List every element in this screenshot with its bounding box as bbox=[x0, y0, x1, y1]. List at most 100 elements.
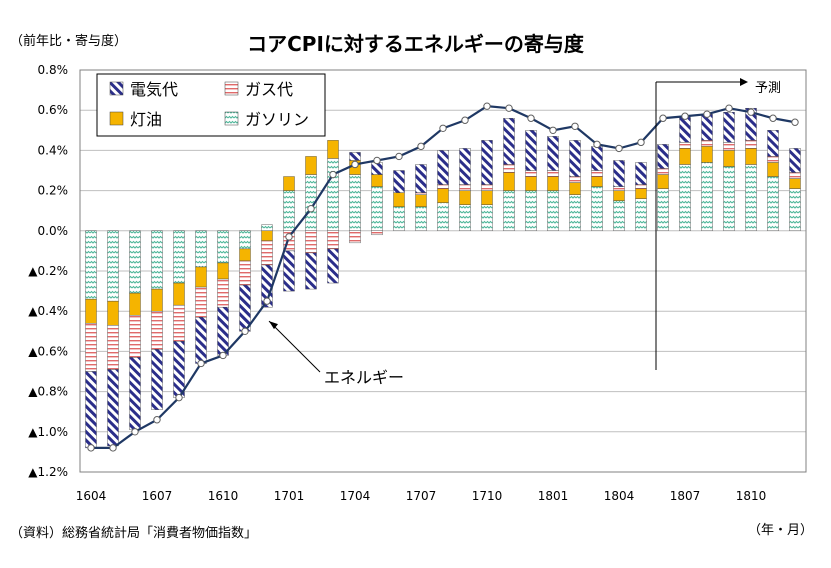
y-tick-label: ▲0.2% bbox=[28, 264, 68, 278]
energy-point-1703 bbox=[329, 170, 337, 179]
energy-point-1704 bbox=[351, 160, 359, 169]
bar-denki-1812 bbox=[789, 148, 801, 173]
bar-gasoline-1706 bbox=[393, 206, 405, 231]
bar-denki-1802 bbox=[569, 140, 581, 177]
bar-toyu-1711 bbox=[503, 172, 515, 191]
bar-toyu-1712 bbox=[525, 176, 537, 191]
energy-line-label: エネルギー bbox=[324, 368, 404, 387]
bar-denki-1806 bbox=[657, 144, 669, 169]
energy-point-1806 bbox=[659, 114, 667, 122]
bar-gasoline-1710 bbox=[481, 204, 493, 231]
bar-toyu-1806 bbox=[657, 174, 669, 189]
bar-toyu-1810 bbox=[745, 148, 757, 165]
energy-point-1609 bbox=[197, 359, 205, 368]
energy-line bbox=[87, 102, 799, 452]
energy-point-1611 bbox=[241, 327, 249, 335]
bar-toyu-1708 bbox=[437, 188, 449, 203]
bar-denki-1704 bbox=[349, 152, 361, 161]
legend-swatch-denki bbox=[109, 81, 124, 96]
energy-point-1710 bbox=[483, 102, 491, 110]
energy-point-1608 bbox=[175, 393, 183, 402]
bar-gas-1611 bbox=[239, 260, 251, 286]
energy-point-1604 bbox=[87, 444, 95, 452]
bar-gas-1708 bbox=[437, 184, 449, 189]
bar-denki-1711 bbox=[503, 118, 515, 165]
energy-pointer bbox=[268, 320, 321, 373]
bar-gasoline-1612 bbox=[261, 224, 273, 232]
y-tick-label: 0.6% bbox=[38, 103, 69, 117]
energy-point-1708 bbox=[439, 124, 447, 132]
bar-denki-1712 bbox=[525, 130, 537, 171]
bar-gasoline-1705 bbox=[371, 186, 383, 232]
bar-gas-1707 bbox=[415, 192, 427, 195]
bar-gasoline-1606 bbox=[129, 230, 141, 294]
bar-denki-1804 bbox=[613, 160, 625, 187]
bar-gas-1705 bbox=[371, 230, 383, 236]
energy-point-1812 bbox=[791, 118, 799, 126]
bar-denki-1710 bbox=[481, 140, 493, 185]
bar-toyu-1804 bbox=[613, 190, 625, 201]
bar-toyu-1702 bbox=[305, 156, 317, 175]
x-tick-label: 1610 bbox=[208, 489, 239, 503]
bar-toyu-1612 bbox=[261, 230, 273, 242]
energy-point-1705 bbox=[373, 156, 381, 165]
bar-toyu-1701 bbox=[283, 176, 295, 191]
energy-point-1612 bbox=[263, 297, 271, 305]
bar-gas-1804 bbox=[613, 186, 625, 191]
bar-gasoline-1712 bbox=[525, 190, 537, 232]
bar-denki-1708 bbox=[437, 150, 449, 185]
bar-denki-1607 bbox=[151, 349, 163, 410]
bar-gas-1605 bbox=[107, 325, 119, 370]
bar-denki-1701 bbox=[283, 250, 295, 292]
bar-gasoline-1807 bbox=[679, 164, 691, 232]
bar-toyu-1606 bbox=[129, 292, 141, 316]
bar-denki-1705 bbox=[371, 162, 383, 175]
bar-gas-1710 bbox=[481, 184, 493, 191]
bar-gasoline-1811 bbox=[767, 176, 779, 231]
bar-denki-1811 bbox=[767, 130, 779, 157]
x-tick-label: 1704 bbox=[340, 489, 371, 503]
energy-point-1805 bbox=[637, 138, 645, 147]
bar-denki-1706 bbox=[393, 170, 405, 193]
bar-toyu-1705 bbox=[371, 174, 383, 187]
y-tick-label: 0.8% bbox=[38, 63, 69, 77]
bar-gasoline-1810 bbox=[745, 164, 757, 232]
energy-point-1802 bbox=[571, 122, 579, 130]
bar-gasoline-1709 bbox=[459, 204, 471, 231]
bar-denki-1610 bbox=[217, 306, 229, 356]
bar-gasoline-1610 bbox=[217, 230, 229, 264]
bar-toyu-1811 bbox=[767, 162, 779, 177]
bar-denki-1809 bbox=[723, 112, 735, 143]
bar-gas-1704 bbox=[349, 230, 361, 244]
energy-point-1809 bbox=[725, 104, 733, 112]
unit-label: （前年比・寄与度） bbox=[10, 34, 128, 49]
legend-label-toyu: 灯油 bbox=[130, 110, 162, 129]
bar-gasoline-1707 bbox=[415, 206, 427, 231]
energy-point-1801 bbox=[549, 126, 557, 135]
bar-gas-1702 bbox=[305, 230, 317, 254]
bar-gasoline-1704 bbox=[349, 174, 361, 232]
y-tick-label: ▲1.0% bbox=[28, 425, 68, 439]
energy-point-1709 bbox=[461, 116, 469, 124]
y-tick-label: ▲0.8% bbox=[28, 385, 68, 399]
energy-point-1706 bbox=[395, 152, 403, 161]
bar-gas-1808 bbox=[701, 140, 713, 147]
bar-denki-1604 bbox=[85, 371, 97, 449]
forecast-label: 予測 bbox=[755, 81, 781, 96]
bar-denki-1609 bbox=[195, 317, 207, 364]
bar-gasoline-1808 bbox=[701, 162, 713, 232]
bar-gasoline-1806 bbox=[657, 188, 669, 231]
bar-toyu-1604 bbox=[85, 298, 97, 324]
bar-toyu-1808 bbox=[701, 146, 713, 163]
bar-denki-1608 bbox=[173, 341, 185, 398]
bar-gas-1801 bbox=[547, 170, 559, 177]
bar-toyu-1610 bbox=[217, 262, 229, 280]
bar-gasoline-1711 bbox=[503, 190, 515, 232]
y-tick-label: 0.4% bbox=[38, 143, 69, 157]
bar-gasoline-1812 bbox=[789, 188, 801, 231]
bar-gasoline-1804 bbox=[613, 200, 625, 231]
bar-gas-1712 bbox=[525, 170, 537, 177]
energy-point-1607 bbox=[153, 416, 161, 424]
y-tick-label: ▲1.2% bbox=[28, 465, 68, 479]
